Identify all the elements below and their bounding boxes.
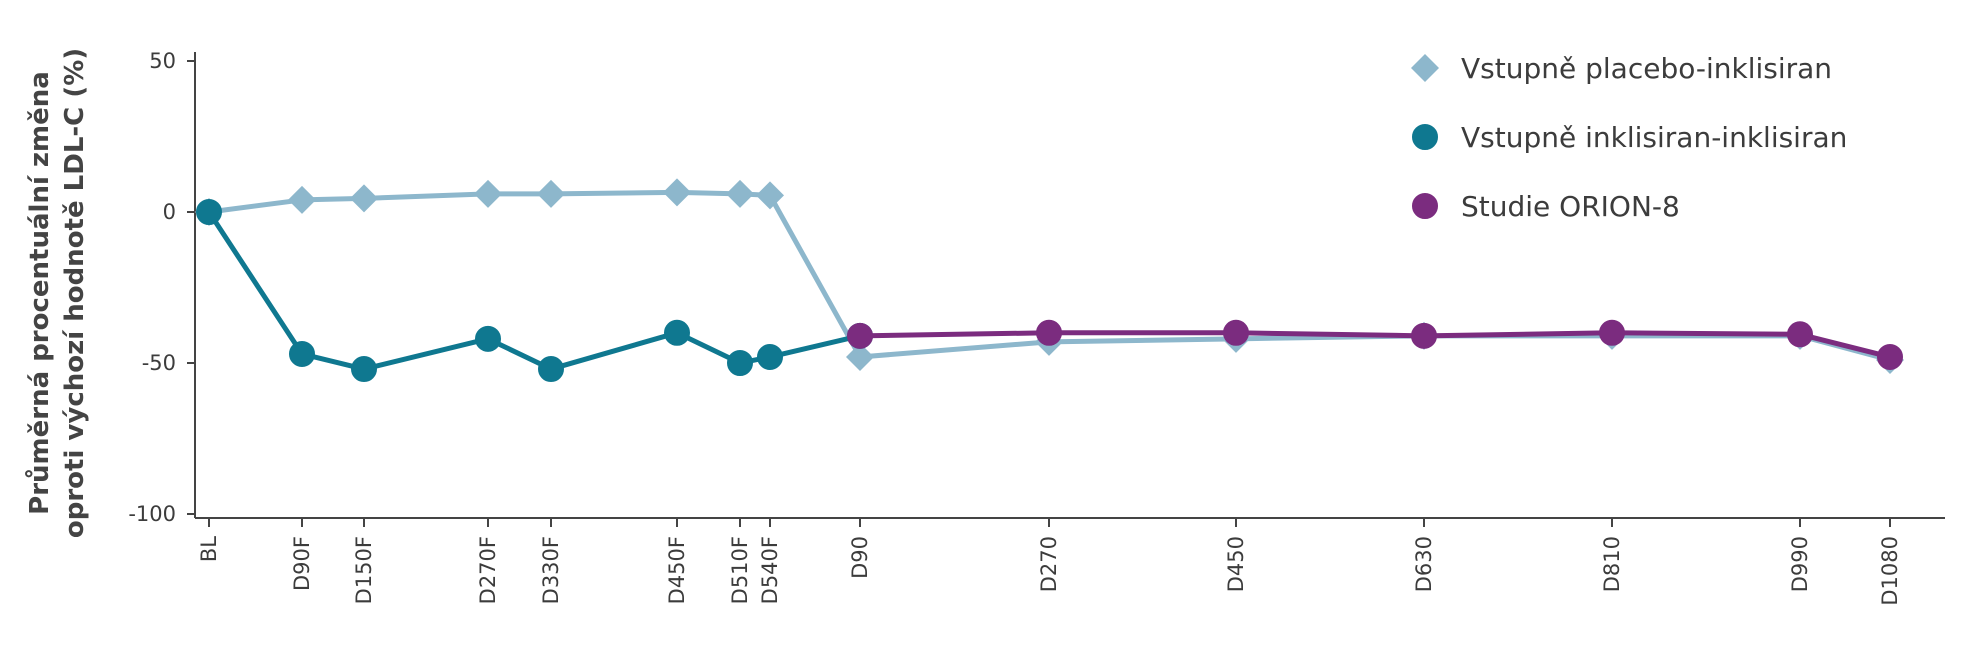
x-tick-label: D1080 <box>1878 536 1902 606</box>
data-point-circle <box>1036 319 1062 346</box>
data-point-circle <box>664 319 690 346</box>
axes <box>194 52 1945 519</box>
data-point-circle <box>757 343 783 370</box>
data-point-circle <box>289 340 315 367</box>
legend-label: Vstupně placebo-inklisiran <box>1461 52 1832 85</box>
x-ticks: BL D90F D150F D270F D330F D450F D510F D540F D90 D… <box>197 518 1902 606</box>
data-point-diamond <box>474 179 502 208</box>
data-point-diamond <box>1411 54 1439 82</box>
legend-item: Studie ORION-8 <box>1412 190 1680 223</box>
data-point-circle <box>847 322 873 349</box>
x-tick-label: D990 <box>1788 536 1812 592</box>
x-tick-label: D270F <box>476 536 500 604</box>
y-tick-label: -100 <box>128 502 176 526</box>
data-point-circle <box>1599 319 1625 346</box>
y-ticks: 50 0 -50 -100 <box>128 49 195 526</box>
data-point-circle <box>1412 124 1438 150</box>
x-tick-label: D450 <box>1224 536 1248 592</box>
x-tick-label: D510F <box>728 536 752 604</box>
x-tick-label: D90F <box>290 536 314 591</box>
legend: Vstupně placebo-inklisiran Vstupně inklis… <box>1411 52 1847 223</box>
data-point-diamond <box>537 179 565 208</box>
data-point-diamond <box>663 178 691 207</box>
x-tick-label: D810 <box>1600 536 1624 592</box>
legend-item: Vstupně placebo-inklisiran <box>1411 52 1832 85</box>
x-tick-label: D270 <box>1037 536 1061 592</box>
x-tick-label: BL <box>197 536 221 562</box>
legend-label: Studie ORION-8 <box>1461 190 1680 223</box>
legend-item: Vstupně inklisiran-inklisiran <box>1412 121 1847 154</box>
data-point-diamond <box>288 185 316 214</box>
data-point-diamond <box>350 184 378 213</box>
x-tick-label: D90 <box>848 536 872 579</box>
series-layer <box>195 178 1904 383</box>
data-point-circle <box>538 356 564 383</box>
x-tick-label: D450F <box>665 536 689 604</box>
y-axis-label-line-1: Průměrná procentuální změna <box>24 71 55 515</box>
data-point-diamond <box>726 179 754 208</box>
y-tick-label: -50 <box>142 351 176 375</box>
x-tick-label: D630 <box>1412 536 1436 592</box>
x-tick-label: D150F <box>352 536 376 604</box>
data-point-circle <box>1412 193 1438 219</box>
y-axis-label: Průměrná procentuální změna oproti výcho… <box>24 48 90 538</box>
data-point-circle <box>1411 322 1437 349</box>
y-axis-label-line-2: oproti výchozí hodnotě LDL-C (%) <box>60 48 90 538</box>
series-3 <box>847 319 1903 370</box>
data-point-diamond <box>846 342 874 371</box>
y-tick-label: 0 <box>163 200 176 224</box>
data-point-circle <box>351 356 377 383</box>
data-point-circle <box>475 325 501 352</box>
y-tick-label: 50 <box>149 49 176 73</box>
data-point-circle <box>727 350 753 376</box>
data-point-circle <box>1877 343 1903 370</box>
x-tick-label: D540F <box>758 536 782 604</box>
x-tick-label: D330F <box>539 536 563 604</box>
data-point-circle <box>1787 321 1813 348</box>
series-2 <box>196 199 873 383</box>
data-point-circle <box>196 199 222 225</box>
data-point-diamond <box>756 181 784 210</box>
legend-label: Vstupně inklisiran-inklisiran <box>1461 121 1847 154</box>
data-point-circle <box>1223 319 1249 346</box>
